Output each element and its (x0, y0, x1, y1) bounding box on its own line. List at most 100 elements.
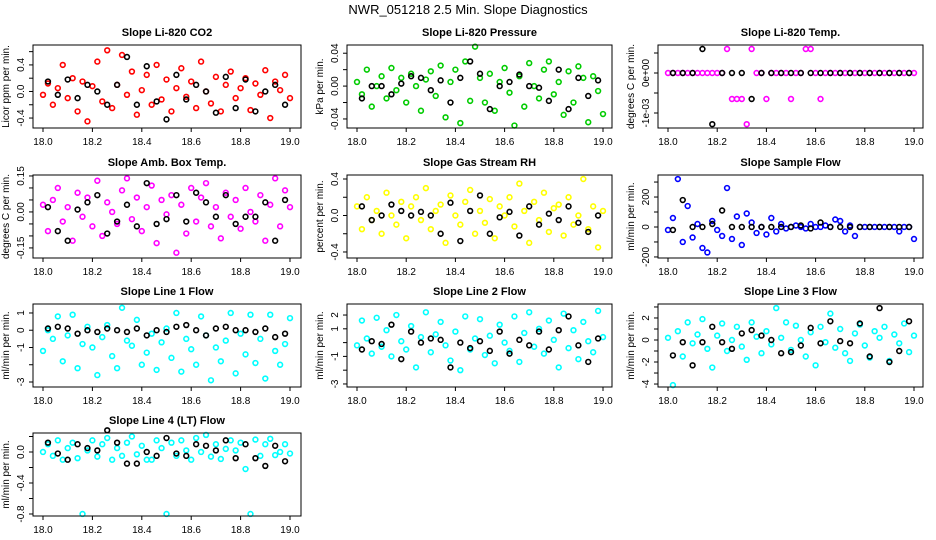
data-point-black (192, 327, 200, 334)
data-point (506, 89, 513, 96)
data-point (197, 313, 205, 320)
data-point (674, 327, 682, 335)
data-point-black (856, 320, 864, 327)
data-point (471, 335, 479, 342)
data-point-black (486, 347, 494, 355)
data-point-black (74, 441, 81, 448)
data-point-black (242, 76, 249, 83)
data-point (713, 226, 721, 234)
data-point (851, 69, 859, 77)
data-point-black (555, 326, 562, 334)
data-point (188, 456, 195, 463)
data-point-black (718, 338, 726, 346)
panel-title: Slope Line 3 Flow (744, 286, 837, 298)
plot-box (32, 303, 302, 388)
data-point (388, 212, 395, 219)
data-point (74, 454, 81, 462)
data-point (363, 335, 371, 342)
data-point (787, 95, 795, 103)
data-point-black (388, 321, 395, 328)
data-point (580, 74, 587, 82)
data-point (748, 319, 755, 326)
data-point (262, 375, 269, 382)
y-axis-label: ml/min per min. (1, 440, 12, 508)
data-point (222, 189, 229, 196)
data-point-black (846, 69, 854, 77)
data-point-black (262, 199, 269, 206)
y-tick-label: -0.15 (16, 236, 27, 259)
x-tick-label: 18.8 (855, 137, 875, 148)
data-point (832, 344, 839, 351)
data-point (669, 381, 677, 389)
data-point (197, 448, 205, 456)
data-point-black (281, 101, 289, 108)
data-point (758, 350, 765, 357)
y-tick-label: 2 (330, 312, 341, 318)
data-point (496, 321, 503, 328)
data-point (560, 310, 567, 317)
data-point-black (718, 207, 726, 214)
x-tick-label: 18.6 (495, 396, 515, 407)
data-point (99, 98, 106, 105)
data-point (197, 194, 205, 201)
x-tick-label: 18.0 (33, 267, 53, 278)
data-point-black (74, 206, 81, 213)
data-point (442, 114, 449, 121)
data-point (905, 348, 913, 356)
data-point-black (281, 196, 289, 204)
data-point (163, 325, 170, 332)
data-point (39, 91, 47, 99)
data-point (891, 223, 898, 231)
data-point (427, 349, 434, 356)
data-point (486, 70, 494, 77)
data-point (128, 433, 136, 440)
data-point (718, 320, 726, 327)
data-point-black (398, 80, 405, 87)
data-point (457, 221, 464, 228)
data-point (192, 361, 200, 368)
data-point (723, 45, 731, 53)
data-point-black (74, 94, 81, 102)
data-point-black (748, 223, 755, 231)
data-point (89, 223, 96, 230)
y-tick-label: 0.0 (16, 445, 27, 459)
data-point (589, 349, 597, 356)
data-point-black (358, 203, 366, 210)
x-tick-label: 18.4 (446, 396, 466, 407)
data-point-black (486, 230, 494, 237)
data-point (565, 344, 572, 352)
data-point (84, 118, 91, 125)
data-point-black (84, 199, 91, 206)
data-point (545, 228, 553, 236)
data-point (575, 212, 582, 219)
data-point (247, 311, 254, 318)
data-point-black (585, 358, 592, 366)
data-point (84, 323, 91, 330)
y-tick-label: -0.4 (16, 109, 27, 127)
data-point-black (506, 78, 513, 86)
y-tick-label: 200 (641, 188, 652, 205)
data-point (881, 223, 888, 231)
data-point (471, 43, 479, 50)
data-point (900, 69, 908, 77)
data-point-black (262, 88, 269, 95)
data-point-black (797, 69, 805, 77)
data-point (153, 239, 160, 247)
data-point (891, 331, 898, 338)
data-point (525, 59, 533, 67)
data-point-black (212, 109, 220, 116)
data-point (535, 95, 543, 102)
data-point (247, 208, 254, 216)
data-point (59, 456, 66, 463)
data-point (262, 237, 269, 244)
data-point (812, 69, 819, 77)
data-point-black (565, 313, 572, 320)
data-point (718, 232, 726, 240)
data-point (69, 439, 76, 446)
data-point (276, 86, 284, 94)
data-point (153, 61, 160, 69)
data-point-black (447, 199, 454, 206)
data-point (217, 235, 225, 242)
y-axis-label: degrees C per min. (1, 174, 12, 259)
data-point (237, 225, 244, 232)
